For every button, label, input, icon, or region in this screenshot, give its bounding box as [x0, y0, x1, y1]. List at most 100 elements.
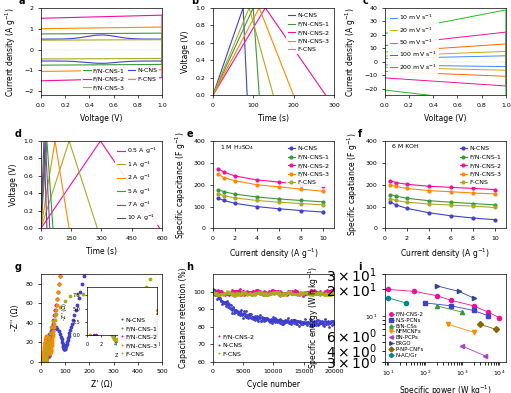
- Point: [294, 318, 302, 325]
- Point: [39, 353, 48, 360]
- Point: [264, 291, 272, 298]
- Point: [42, 358, 50, 364]
- Point: [254, 288, 263, 294]
- Y-axis label: Voltage (V): Voltage (V): [181, 30, 190, 73]
- Point: [231, 288, 239, 294]
- Point: [294, 292, 303, 298]
- Point: [313, 289, 321, 295]
- Point: [276, 290, 285, 296]
- Point: [39, 353, 48, 359]
- Point: [40, 348, 49, 354]
- Y-axis label: Voltage (V): Voltage (V): [9, 163, 18, 206]
- Point: [252, 287, 261, 294]
- Point: [230, 310, 238, 316]
- Point: [39, 358, 48, 364]
- Point: [316, 291, 324, 298]
- Point: [308, 288, 316, 294]
- Point: [297, 291, 305, 297]
- Point: [297, 319, 306, 325]
- Point: [41, 336, 49, 342]
- Point: [213, 296, 221, 302]
- Point: [327, 288, 335, 295]
- Point: [328, 291, 336, 298]
- Point: [42, 358, 50, 365]
- Point: [300, 320, 309, 326]
- Point: [305, 288, 313, 295]
- Point: [45, 352, 53, 358]
- Point: [39, 358, 48, 364]
- Point: [270, 290, 278, 297]
- Point: [254, 289, 262, 296]
- Point: [237, 307, 245, 314]
- Point: [243, 314, 251, 320]
- Point: [272, 289, 281, 296]
- Point: [278, 292, 286, 298]
- Point: [256, 312, 264, 318]
- Point: [43, 345, 51, 351]
- Point: [238, 312, 246, 318]
- Point: [108, 332, 117, 338]
- Point: [44, 351, 52, 358]
- Point: [216, 291, 224, 297]
- Point: [237, 290, 245, 296]
- Point: [281, 291, 289, 297]
- Point: [43, 342, 51, 348]
- Point: [227, 306, 236, 312]
- Point: [326, 290, 334, 296]
- Point: [327, 318, 335, 325]
- Point: [240, 291, 248, 298]
- Point: [284, 290, 292, 296]
- Point: [295, 318, 304, 325]
- Point: [220, 300, 228, 307]
- Point: [269, 287, 277, 293]
- Point: [261, 315, 269, 321]
- Point: [41, 342, 49, 348]
- Point: [250, 314, 258, 320]
- Point: [238, 290, 246, 296]
- Point: [277, 321, 286, 327]
- Point: [209, 289, 217, 296]
- Point: [221, 290, 229, 297]
- Point: [314, 320, 322, 326]
- Point: [293, 292, 301, 298]
- Point: [239, 310, 247, 317]
- Point: [215, 289, 223, 295]
- Point: [298, 319, 307, 325]
- Point: [41, 347, 50, 353]
- Point: [265, 318, 273, 324]
- Point: [276, 316, 284, 323]
- Point: [76, 288, 84, 295]
- Point: [228, 292, 236, 298]
- Point: [287, 290, 295, 297]
- Point: [47, 344, 55, 351]
- Point: [249, 314, 257, 321]
- Point: [227, 290, 236, 297]
- Legend: F/N-CNS-2, N-CNS, F-CNS: F/N-CNS-2, N-CNS, F-CNS: [216, 332, 257, 358]
- Point: [256, 288, 264, 294]
- Point: [43, 342, 52, 348]
- Point: [296, 290, 304, 296]
- Point: [281, 290, 289, 296]
- Point: [221, 291, 229, 297]
- Point: [50, 321, 58, 327]
- Point: [321, 288, 330, 295]
- Point: [53, 301, 61, 308]
- Point: [262, 290, 270, 297]
- Point: [39, 355, 48, 362]
- Point: [272, 289, 281, 295]
- Point: [239, 314, 247, 321]
- Point: [53, 325, 61, 332]
- Point: [240, 289, 248, 296]
- Point: [247, 291, 255, 297]
- Point: [275, 288, 284, 294]
- Point: [248, 290, 256, 296]
- Point: [241, 291, 249, 297]
- Point: [228, 290, 237, 296]
- Point: [266, 317, 274, 323]
- Point: [318, 320, 327, 326]
- Point: [252, 290, 260, 296]
- Point: [264, 316, 272, 323]
- Point: [42, 356, 50, 362]
- Point: [244, 290, 252, 296]
- Point: [239, 288, 247, 294]
